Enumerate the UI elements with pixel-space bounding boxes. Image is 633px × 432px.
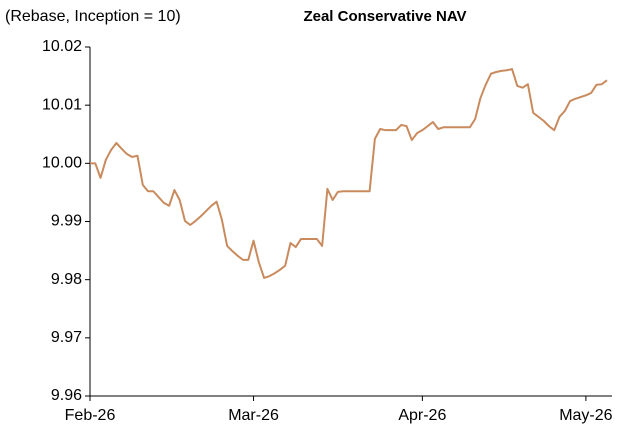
- chart-title: Zeal Conservative NAV: [303, 8, 466, 25]
- y-tick-label: 10.01: [42, 96, 82, 113]
- x-tick-label: Apr-26: [398, 407, 446, 424]
- y-tick-label: 9.97: [51, 329, 82, 346]
- x-tick-label: Mar-26: [228, 407, 279, 424]
- nav-line: [90, 68, 608, 279]
- y-tick-label: 10.02: [42, 38, 82, 55]
- y-tick-label: 9.98: [51, 271, 82, 288]
- x-tick-label: May-26: [559, 407, 612, 424]
- y-tick-label: 9.96: [51, 387, 82, 404]
- y-tick-label: 9.99: [51, 213, 82, 230]
- chart-subtitle: (Rebase, Inception = 10): [5, 8, 181, 25]
- y-tick-label: 10.00: [42, 155, 82, 172]
- x-tick-label: Feb-26: [65, 407, 116, 424]
